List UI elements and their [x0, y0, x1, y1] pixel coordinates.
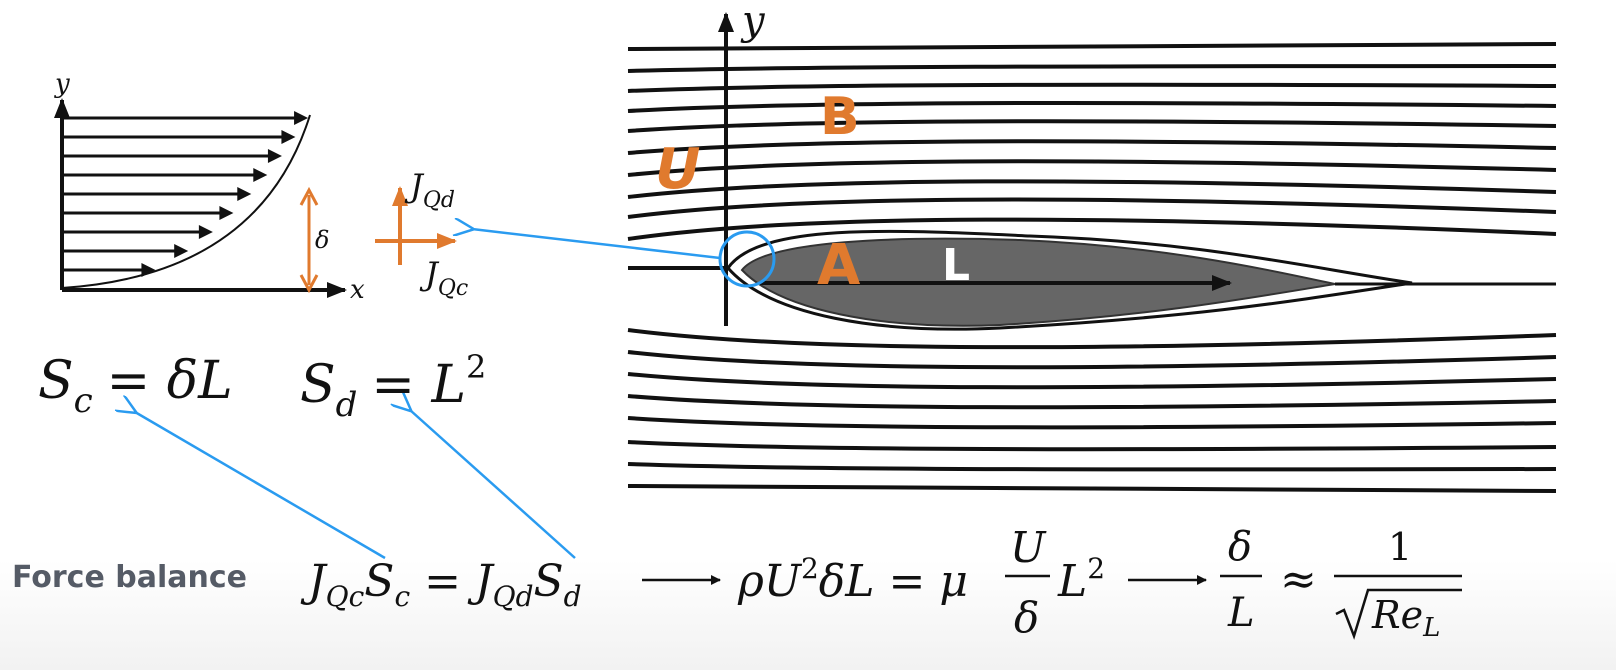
flux-vectors: JQd JQc — [375, 167, 468, 301]
force-balance-equation: JQcSc = JQdSd ρU2δL = μ U δ L2 δ L ≈ 1 R… — [300, 523, 1462, 643]
region-b-label: B — [820, 87, 860, 147]
pointer-to-flux — [472, 229, 721, 260]
streamline — [627, 119, 1557, 133]
sd-equation: Sd = L2 — [300, 348, 486, 425]
force-balance-label: Force balance — [12, 560, 247, 595]
profile-velocity-arrows — [62, 111, 309, 277]
streamline — [627, 82, 1557, 93]
profile-arrowhead — [281, 130, 296, 144]
sc-equation: Sc = δL — [38, 351, 233, 421]
streamlines — [627, 42, 1557, 493]
streamline — [627, 462, 1557, 472]
frac-one-num: 1 — [1388, 525, 1412, 569]
pointer-to-sc — [135, 412, 386, 560]
streamline — [627, 416, 1557, 430]
streamline — [627, 139, 1557, 155]
profile-arrowhead — [253, 168, 268, 182]
profile-y-label: y — [54, 69, 70, 99]
frac-u-den: δ — [1014, 593, 1039, 642]
frac-delta-den: L — [1227, 590, 1255, 636]
streamline — [627, 440, 1557, 452]
velocity-label: U — [655, 137, 700, 202]
profile-arrowhead — [198, 225, 213, 239]
jqd-label: JQd — [404, 167, 455, 213]
streamline — [627, 350, 1557, 370]
frac-u-num: U — [1010, 523, 1047, 572]
approx-sign: ≈ — [1280, 554, 1317, 605]
streamline — [627, 394, 1557, 410]
streamline — [627, 42, 1557, 51]
profile-arrowhead — [267, 149, 282, 163]
l-squared-term: L2 — [1057, 552, 1105, 607]
profile-x-label: x — [350, 275, 365, 305]
streamline — [627, 372, 1557, 390]
streamline — [627, 100, 1557, 113]
leading-edge-circle — [718, 230, 776, 288]
delta-label: δ — [315, 226, 329, 254]
profile-arrowhead — [219, 206, 234, 220]
flow-field: y U B A L — [627, 0, 1557, 498]
profile-curve — [61, 114, 311, 289]
jqc-label: JQc — [419, 255, 468, 301]
length-label: L — [942, 240, 970, 291]
streamline — [627, 64, 1557, 73]
pointer-arrows — [135, 229, 721, 560]
streamline — [627, 217, 1557, 241]
streamline — [627, 197, 1557, 219]
streamline — [627, 159, 1557, 177]
momentum-term: ρU2δL = μ — [737, 552, 968, 607]
reynolds-term: ReL — [1371, 593, 1440, 643]
profile-arrowhead — [294, 111, 309, 125]
profile-arrowhead — [174, 244, 189, 258]
frac-delta-num: δ — [1228, 524, 1252, 570]
streamline — [627, 328, 1557, 350]
streamline — [627, 484, 1557, 493]
area-equations: Sc = δL Sd = L2 — [38, 348, 486, 425]
region-a-label: A — [817, 233, 861, 298]
pointer-to-sd — [410, 410, 576, 559]
flux-balance-term: JQcSc = JQdSd — [300, 556, 582, 613]
profile-arrowhead — [237, 187, 252, 201]
flow-y-label: y — [740, 0, 766, 44]
streamline — [627, 179, 1557, 199]
velocity-profile: y x δ — [54, 69, 365, 305]
